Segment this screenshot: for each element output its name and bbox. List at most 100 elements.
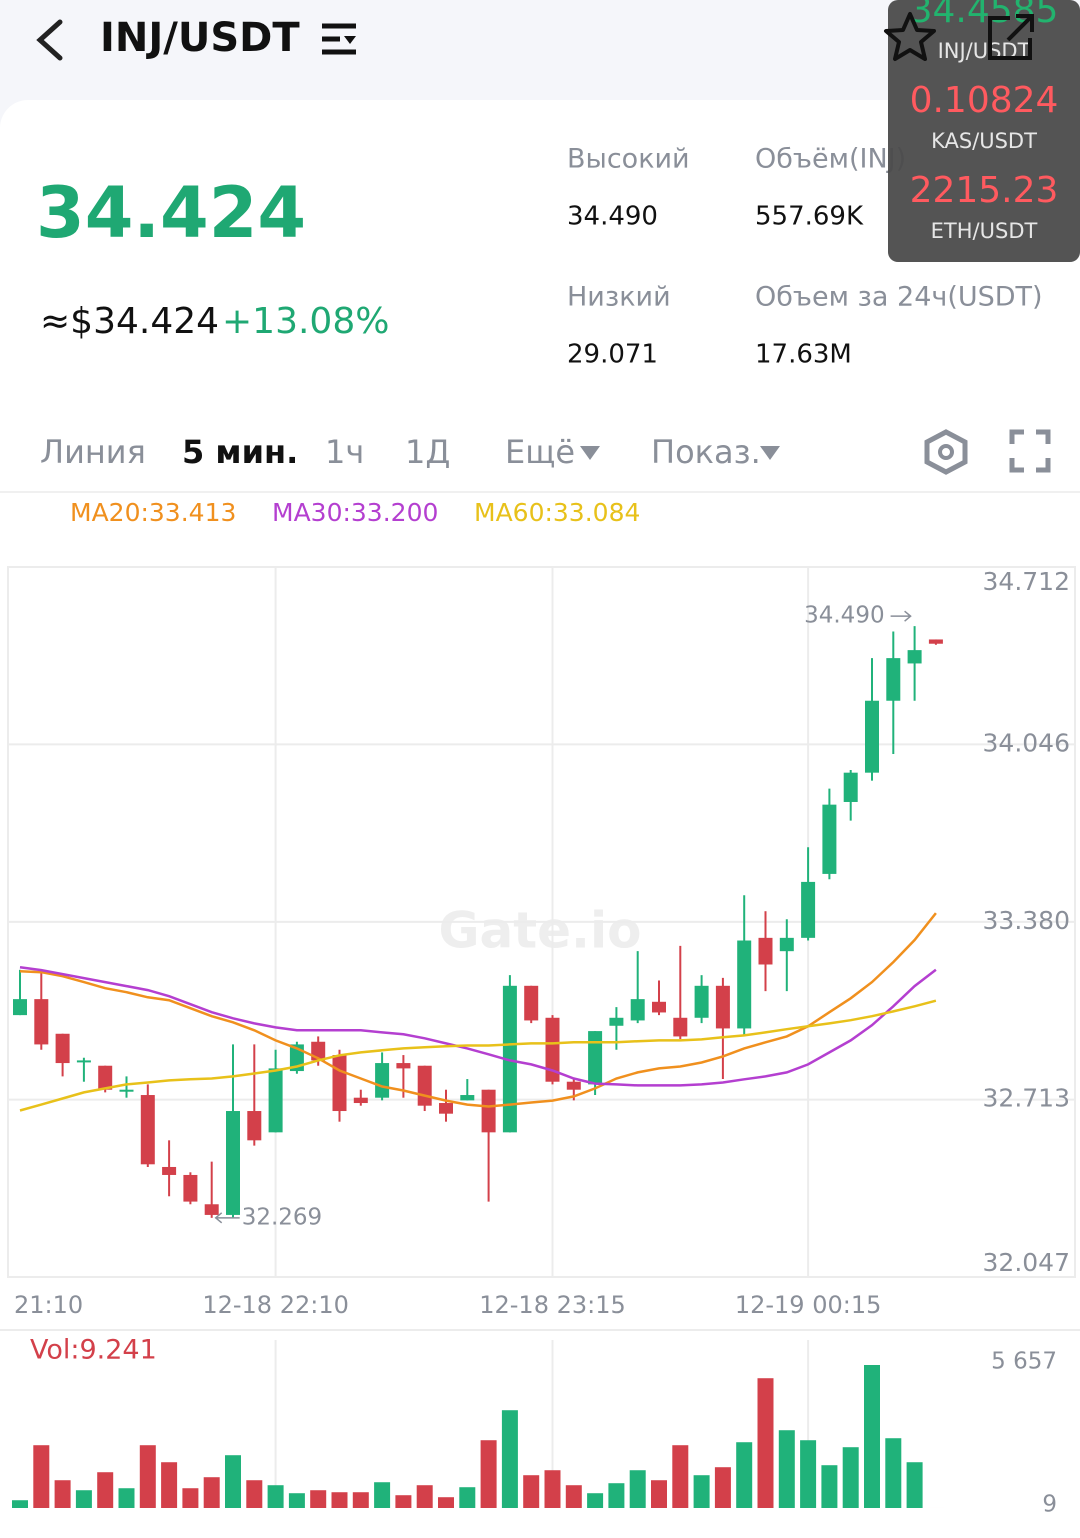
last-price: 34.424 (36, 172, 306, 254)
settings-icon[interactable] (924, 429, 968, 475)
volume-bar (757, 1378, 774, 1508)
volume-label: Vol:9.241 (30, 1335, 157, 1366)
candle-body (375, 1063, 390, 1098)
candle-body (226, 1111, 240, 1215)
candle-body (843, 772, 858, 802)
volume-bar (906, 1462, 923, 1508)
dropdown-caret (580, 446, 600, 460)
candle-body (439, 1103, 453, 1114)
volume-bar (203, 1477, 220, 1508)
candle-body (162, 1166, 177, 1175)
stat-value: 34.490 (567, 202, 658, 232)
volume-bar (778, 1430, 795, 1508)
stat-label: Объём(INJ) (755, 144, 906, 175)
back-button[interactable] (36, 19, 63, 61)
volume-bar (714, 1467, 731, 1508)
x-tick-label: 12-18 23:15 (479, 1291, 626, 1319)
candle-body (886, 658, 901, 701)
volume-bar (672, 1445, 689, 1508)
fullscreen-icon[interactable] (1009, 429, 1051, 473)
dropdown-caret (760, 446, 780, 460)
volume-bar (587, 1493, 604, 1508)
legend-entry: MA20:33.413 (70, 498, 236, 527)
card-background (0, 100, 1080, 1538)
x-tick-label: 12-18 22:10 (202, 1291, 349, 1319)
candle-body (481, 1089, 496, 1133)
candle-body (673, 1017, 688, 1037)
stat-value: 17.63M (755, 340, 852, 370)
volume-bar (885, 1438, 902, 1508)
y-tick-label: 34.712 (983, 567, 1070, 596)
candle-body (801, 881, 816, 938)
volume-bar (310, 1490, 327, 1508)
settings-icon-dot (938, 444, 954, 460)
volume-bar (736, 1442, 753, 1508)
candle-body (140, 1095, 155, 1165)
timeframe-tab[interactable]: 5 мин. (182, 433, 298, 471)
candle-body (332, 1055, 347, 1112)
volume-bar (54, 1480, 71, 1508)
candle-body (928, 639, 943, 644)
volume-bar (693, 1475, 710, 1508)
ticker-pair[interactable]: ETH/USDT (931, 219, 1038, 243)
timeframe-tab[interactable]: 1Д (405, 433, 450, 471)
favorite-button[interactable] (884, 12, 936, 61)
candle-body (758, 937, 773, 965)
volume-bar (97, 1472, 114, 1508)
candle-body (268, 1068, 283, 1133)
annotation-arrow (214, 1212, 240, 1224)
candle-body (98, 1065, 113, 1090)
candle-body (353, 1097, 368, 1104)
timeframe-tab[interactable]: Показ. (651, 433, 761, 471)
volume-bar (182, 1488, 199, 1508)
timeframe-tab[interactable]: Линия (40, 433, 146, 471)
volume-bar (75, 1490, 92, 1508)
volume-bar (651, 1480, 667, 1508)
timeframe-tab[interactable]: 1ч (325, 433, 364, 471)
candle-body (822, 804, 837, 874)
volume-bar (459, 1487, 476, 1508)
volume-bar (608, 1483, 625, 1508)
candle-body (715, 985, 730, 1029)
y-tick-label: 32.047 (983, 1248, 1070, 1277)
low-annotation: 32.269 (242, 1204, 322, 1230)
volume-bar (395, 1495, 412, 1508)
volume-bar (118, 1488, 135, 1508)
pair-menu-icon[interactable] (322, 23, 356, 55)
volume-bar (480, 1440, 497, 1508)
watermark: Gate.io (438, 902, 641, 960)
stat-value: 29.071 (567, 340, 658, 370)
volume-bar (544, 1470, 561, 1508)
moving-average-line (19, 965, 937, 1087)
candle-body (566, 1081, 581, 1090)
y-tick-label: 34.046 (983, 728, 1070, 757)
ticker-price[interactable]: 2215.23 (910, 170, 1059, 211)
volume-bar (33, 1445, 50, 1508)
volume-tick-label: 9 (1042, 1492, 1057, 1518)
high-annotation: 34.490 (804, 603, 884, 629)
share-button[interactable] (988, 14, 1034, 60)
ticker-popup (888, 0, 1080, 262)
volume-bar (800, 1440, 817, 1508)
volume-bar (12, 1500, 28, 1508)
volume-bar (331, 1492, 348, 1508)
candle-body (630, 999, 645, 1021)
candle-body (907, 650, 922, 664)
volume-bar (225, 1455, 241, 1508)
candle-body (460, 1095, 475, 1101)
ticker-price[interactable]: 0.10824 (910, 80, 1059, 121)
candle-body (865, 700, 879, 773)
stat-label: Объем за 24ч(USDT) (755, 282, 1043, 313)
legend-entry: MA30:33.200 (272, 498, 438, 527)
timeframe-tab[interactable]: Ещё (505, 433, 575, 471)
candle-body (694, 985, 709, 1018)
ticker-pair[interactable]: KAS/USDT (931, 129, 1037, 153)
ticker-price[interactable]: 34.4585 (910, 0, 1059, 31)
volume-bar (523, 1475, 540, 1508)
volume-bar (629, 1470, 646, 1508)
usd-price: ≈$34.424 (40, 301, 219, 342)
candle-body (204, 1204, 219, 1215)
candle-body (737, 940, 752, 1029)
y-tick-label: 33.380 (983, 906, 1070, 935)
